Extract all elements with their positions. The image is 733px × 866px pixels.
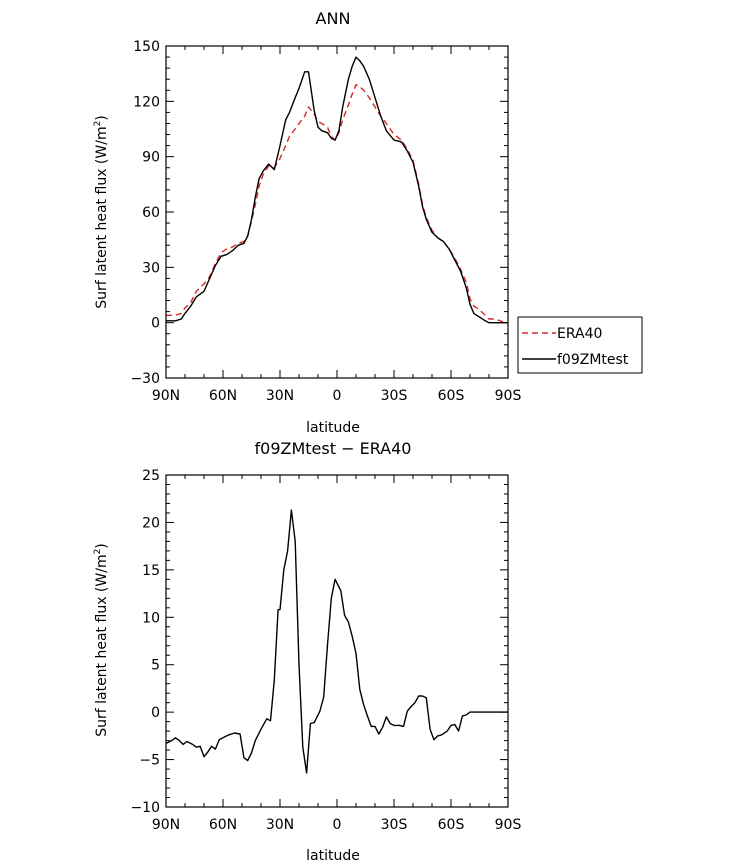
y-tick-label: 15 (142, 563, 160, 579)
bottom-chart-title: f09ZMtest − ERA40 (255, 439, 412, 458)
y-tick-label: 20 (142, 515, 160, 531)
legend-f09zmtest-label: f09ZMtest (557, 352, 629, 368)
top-chart-title: ANN (316, 9, 351, 28)
bottom-series-lines (165, 509, 508, 774)
x-tick-label: 30N (266, 817, 294, 833)
x-tick-label: 60N (209, 817, 237, 833)
top-x-axis-label: latitude (306, 420, 360, 436)
top-series-lines (166, 56, 508, 324)
f09zmtest-series-line (166, 56, 508, 324)
x-tick-label: 30N (266, 388, 294, 404)
bottom-y-axis-label: Surf latent heat flux (W/m2) (93, 543, 110, 737)
x-tick-label: 60S (438, 817, 465, 833)
y-tick-label: 10 (142, 610, 160, 626)
bottom-plot-frame (165, 474, 509, 808)
y-tick-label: 90 (142, 150, 160, 166)
y-tick-label: 30 (142, 260, 160, 276)
y-tick-label: 120 (133, 94, 160, 110)
x-tick-label: 0 (333, 388, 342, 404)
x-tick-label: 0 (333, 817, 342, 833)
y-tick-label: 0 (151, 705, 160, 721)
top-panel: ANN latitude Surf latent heat flux (W/m2… (93, 9, 521, 436)
legend-box (517, 316, 643, 374)
x-tick-label: 60S (438, 388, 465, 404)
difference-series-line (165, 509, 508, 774)
y-tick-label: −5 (139, 753, 160, 769)
y-tick-label: −10 (130, 800, 160, 816)
top-axes: 90N 60N 30N 0 30S 60S 90S −30 0 30 60 90 120 150 (130, 39, 521, 404)
legend-era40-label: ERA40 (557, 326, 602, 342)
bottom-panel: f09ZMtest − ERA40 latitude Surf latent h… (93, 439, 521, 864)
x-tick-label: 90S (495, 817, 522, 833)
x-tick-label: 30S (381, 388, 408, 404)
bottom-axes: 90N 60N 30N 0 30S 60S 90S −10 −5 0 5 10 15 20 25 (130, 468, 521, 833)
era40-series-line (166, 83, 508, 324)
x-tick-label: 30S (381, 817, 408, 833)
bottom-x-axis-label: latitude (306, 848, 360, 864)
y-tick-label: 25 (142, 468, 160, 484)
y-tick-label: 0 (151, 316, 160, 332)
x-tick-label: 90N (152, 817, 180, 833)
top-plot-frame (165, 45, 509, 379)
y-tick-label: 5 (151, 658, 160, 674)
legend: ERA40 f09ZMtest (517, 316, 643, 374)
x-tick-label: 90N (152, 388, 180, 404)
y-tick-label: −30 (130, 371, 160, 387)
y-tick-label: 60 (142, 205, 160, 221)
x-tick-label: 90S (495, 388, 522, 404)
top-y-axis-label: Surf latent heat flux (W/m2) (93, 115, 110, 309)
y-tick-label: 150 (133, 39, 160, 55)
x-tick-label: 60N (209, 388, 237, 404)
